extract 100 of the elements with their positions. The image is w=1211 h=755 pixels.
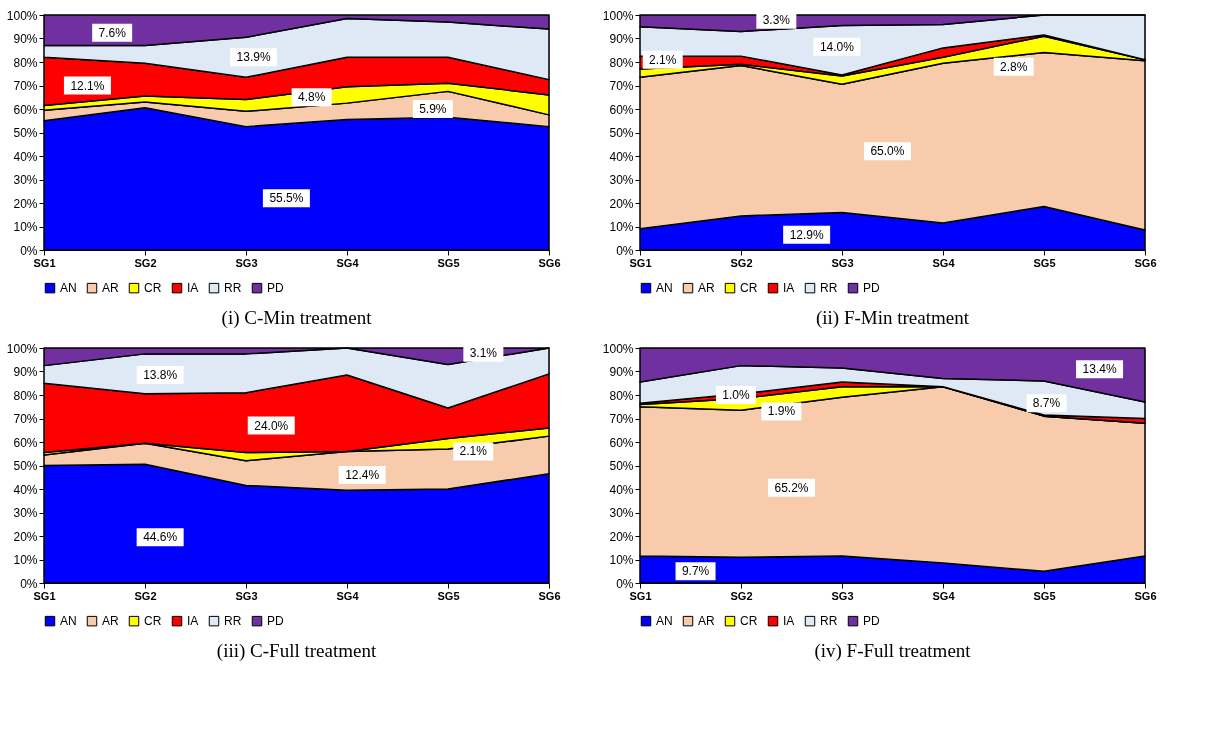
legend-label: RR (820, 614, 838, 629)
y-tick-label: 30% (13, 173, 38, 187)
y-tick-label: 0% (616, 243, 634, 258)
annotation: 4.8% (297, 90, 326, 105)
y-tick-label: 20% (13, 196, 38, 211)
y-tick-label: 70% (13, 412, 38, 426)
legend-label: PD (267, 281, 284, 296)
legend-label: CR (740, 614, 758, 629)
legend-label: IA (783, 614, 795, 629)
x-tick-label: SG1 (33, 589, 56, 602)
y-tick-label: 60% (609, 102, 634, 117)
annotation: 2.8% (1000, 59, 1028, 74)
y-tick-label: 80% (13, 55, 38, 70)
legend-label: CR (740, 281, 758, 296)
y-tick-label: 100% (602, 8, 634, 23)
y-tick-label: 0% (20, 576, 38, 591)
x-tick-label: SG3 (831, 589, 854, 602)
y-tick-label: 80% (609, 388, 634, 403)
y-tick-label: 90% (609, 365, 634, 379)
y-tick-label: 100% (602, 341, 634, 356)
y-tick-label: 50% (13, 459, 38, 473)
y-tick-label: 30% (609, 506, 634, 520)
x-tick-label: SG5 (437, 589, 460, 602)
legend-label: IA (187, 614, 199, 629)
legend-label: RR (224, 614, 242, 629)
legend-label: PD (863, 614, 880, 629)
annotation: 55.5% (269, 191, 304, 206)
y-tick-label: 90% (13, 32, 38, 46)
y-tick-label: 30% (13, 506, 38, 520)
legend-label: CR (144, 281, 162, 296)
legend-label: AR (698, 614, 715, 629)
y-tick-label: 0% (616, 576, 634, 591)
y-tick-label: 50% (609, 459, 634, 473)
x-tick-label: SG2 (730, 589, 753, 602)
legend-label: AR (102, 614, 119, 629)
x-tick-label: SG3 (831, 256, 854, 269)
y-tick-label: 40% (13, 149, 38, 164)
text: (i) C-Min treatment (221, 307, 373, 329)
y-tick-label: 10% (13, 553, 38, 567)
annotation: 3.1% (469, 345, 498, 360)
legend-label: AR (102, 281, 119, 296)
annotation: 13.8% (143, 368, 178, 383)
x-tick-label: SG5 (1033, 256, 1056, 269)
legend-label: AN (60, 281, 77, 296)
legend-label: CR (144, 614, 162, 629)
annotation: 3.3% (762, 12, 791, 27)
x-tick-label: SG4 (932, 589, 956, 602)
text: (iii) C-Full treatment (216, 640, 377, 662)
y-tick-label: 80% (609, 55, 634, 70)
y-tick-label: 70% (13, 79, 38, 93)
legend-label: AN (656, 614, 673, 629)
legend-label: PD (267, 614, 284, 629)
text: (ii) F-Min treatment (815, 307, 970, 329)
legend-label: IA (783, 281, 795, 296)
y-tick-label: 40% (13, 482, 38, 497)
y-tick-label: 10% (609, 553, 634, 567)
x-tick-label: SG1 (33, 256, 56, 269)
annotation: 14.0% (819, 39, 855, 54)
y-tick-label: 0% (20, 243, 38, 258)
x-tick-label: SG6 (538, 256, 561, 269)
x-tick-label: SG3 (235, 589, 258, 602)
x-tick-label: SG4 (336, 256, 360, 269)
annotation: 65.0% (870, 144, 905, 159)
y-tick-label: 10% (13, 220, 38, 234)
y-tick-label: 40% (609, 149, 634, 164)
legend-label: RR (224, 281, 242, 296)
y-tick-label: 20% (13, 529, 38, 544)
annotation: 12.1% (70, 78, 105, 93)
x-tick-label: SG6 (1134, 589, 1157, 602)
y-tick-label: 90% (13, 365, 38, 379)
y-tick-label: 100% (6, 8, 38, 23)
y-tick-label: 50% (13, 126, 38, 140)
text: (iv) F-Full treatment (814, 640, 972, 662)
annotation: 12.9% (789, 227, 824, 242)
legend-label: AR (698, 281, 715, 296)
legend-label: RR (820, 281, 838, 296)
x-tick-label: SG5 (437, 256, 460, 269)
y-tick-label: 20% (609, 196, 634, 211)
x-tick-label: SG6 (1134, 256, 1157, 269)
legend-label: PD (863, 281, 880, 296)
y-tick-label: 30% (609, 173, 634, 187)
legend-label: AN (656, 281, 673, 296)
y-tick-label: 60% (13, 102, 38, 117)
y-tick-label: 100% (6, 341, 38, 356)
x-tick-label: SG1 (629, 256, 652, 269)
x-tick-label: SG6 (538, 589, 561, 602)
x-tick-label: SG2 (730, 256, 753, 269)
y-tick-label: 10% (609, 220, 634, 234)
y-tick-label: 20% (609, 529, 634, 544)
y-tick-label: 60% (609, 435, 634, 450)
annotation: 2.1% (649, 52, 677, 67)
x-tick-label: SG3 (235, 256, 258, 269)
annotation: 5.9% (419, 102, 447, 116)
y-tick-label: 90% (609, 32, 634, 46)
x-tick-label: SG4 (932, 256, 956, 269)
y-tick-label: 60% (13, 435, 38, 450)
x-tick-label: SG2 (134, 589, 157, 602)
annotation: 13.4% (1082, 362, 1117, 377)
x-tick-label: SG2 (134, 256, 157, 269)
annotation: 13.9% (236, 50, 271, 65)
